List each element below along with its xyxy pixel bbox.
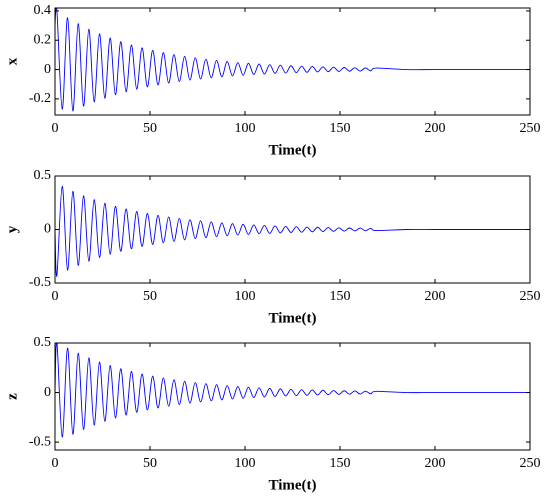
x-tick-label: 200 (425, 289, 446, 304)
axes-box (54, 342, 531, 451)
x-tick-label: 150 (330, 289, 351, 304)
x-tick-label: 0 (52, 456, 59, 471)
axes-box (54, 7, 531, 116)
x-axis-label: Time(t) (268, 477, 316, 493)
x-tick-label: 100 (235, 121, 256, 136)
x-tick-label: 250 (520, 456, 541, 471)
y-tick-label: 0 (44, 385, 51, 400)
x-axis-label: Time(t) (268, 142, 316, 158)
x-axis-label: Time(t) (268, 310, 316, 326)
x-tick-label: 100 (235, 289, 256, 304)
x-tick-label: 0 (52, 121, 59, 136)
data-line (55, 185, 530, 277)
y-tick-label: -0.5 (29, 275, 51, 290)
x-tick-label: 100 (235, 456, 256, 471)
y-tick-label: 0 (44, 62, 51, 77)
x-tick-label: 50 (143, 456, 157, 471)
y-tick-label: 0.2 (34, 32, 52, 47)
x-tick-label: 0 (52, 289, 59, 304)
y-tick-label: 0.4 (34, 3, 52, 18)
x-tick-label: 200 (425, 121, 446, 136)
y-axis-label: x (4, 57, 20, 65)
x-tick-label: 50 (143, 289, 157, 304)
x-tick-label: 50 (143, 121, 157, 136)
x-tick-label: 150 (330, 456, 351, 471)
x-tick-label: 200 (425, 456, 446, 471)
data-line (55, 343, 530, 438)
x-tick-label: 250 (520, 121, 541, 136)
y-tick-label: 0.5 (34, 335, 52, 350)
y-tick-label: -0.5 (29, 434, 51, 449)
data-line (55, 8, 530, 112)
x-tick-label: 150 (330, 121, 351, 136)
y-tick-label: 0.5 (34, 168, 52, 183)
y-axis-label: z (4, 393, 20, 400)
y-tick-label: 0 (44, 222, 51, 237)
y-tick-label: -0.2 (29, 91, 51, 106)
y-axis-label: y (4, 225, 20, 233)
x-tick-label: 250 (520, 289, 541, 304)
